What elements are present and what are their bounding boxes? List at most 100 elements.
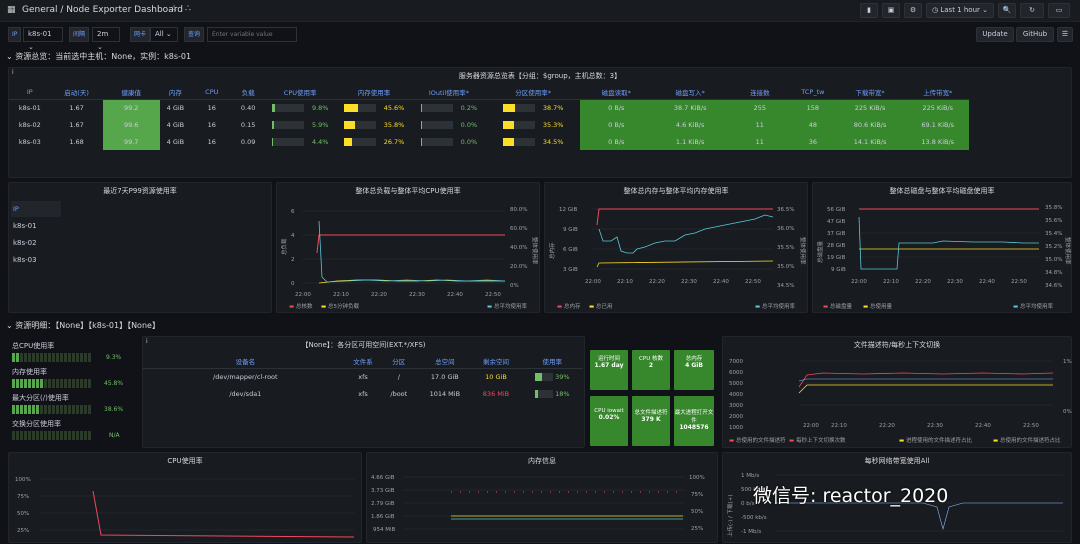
tick-label: 0%	[510, 283, 519, 289]
tick-label: -1 Mb/s	[741, 529, 761, 535]
gauge-segment	[44, 353, 47, 362]
row-overview-header[interactable]: ⌄ 资源总览：当前选中主机：None，实例：k8s-01	[6, 52, 192, 61]
column-header[interactable]: 分区	[378, 354, 420, 369]
refresh-button[interactable]: ↻	[1020, 3, 1044, 18]
row-detail-header[interactable]: ⌄ 资源明细：【None】【k8s-01】【None】	[6, 321, 160, 330]
gauge-track	[343, 120, 376, 129]
column-header[interactable]: 剩余空间	[470, 354, 522, 369]
tick-label: 100%	[689, 475, 705, 481]
column-header[interactable]: IP	[9, 85, 51, 100]
tick-label: 20.0%	[510, 264, 527, 270]
gauge-segment	[60, 405, 63, 414]
cell-ip[interactable]: k8s-01	[18, 103, 41, 112]
cell-download: 225 KiB/s	[833, 99, 907, 116]
breadcrumb[interactable]: General / Node Exporter Dashboard	[22, 5, 183, 15]
query-var-input[interactable]	[207, 27, 297, 42]
legend-item[interactable]: ▬ 总5分钟负载	[321, 304, 359, 310]
legend-item[interactable]: ▬ 总使用的文件描述符占比	[993, 438, 1061, 444]
column-header[interactable]: 上传带宽*	[906, 85, 969, 100]
legend-item[interactable]: ▬ 总内存	[557, 304, 581, 310]
disk-chart: 56 GiB 47 GiB 37 GiB 28 GiB 19 GiB 9 GiB…	[816, 205, 1072, 289]
column-header[interactable]: CPU使用率	[263, 85, 337, 100]
tick-label: 75%	[17, 494, 29, 500]
tick-label: 35.2%	[1045, 244, 1062, 250]
gauge-segment	[56, 379, 59, 388]
legend-item[interactable]: ▬ 每秒上下文切换次数	[789, 438, 846, 444]
legend-item[interactable]: ▬ 总核数	[289, 304, 313, 310]
column-header[interactable]: 使用率	[521, 354, 583, 369]
legend-item[interactable]: ▬ 总磁盘量	[823, 304, 852, 310]
ip-var-select[interactable]: k8s-01 ⌄	[23, 27, 63, 51]
tv-mode-button[interactable]: ▭	[1048, 3, 1070, 18]
column-header[interactable]: 磁盘读取*	[579, 85, 653, 100]
gauge-cell: 35.3%	[486, 116, 580, 133]
grid	[302, 210, 505, 284]
grid	[591, 208, 773, 270]
save-dashboard-button[interactable]: ▣	[882, 3, 900, 18]
settings-button[interactable]: ⚙	[904, 3, 922, 18]
legend-item[interactable]: ▬ 总使用量	[863, 304, 892, 310]
column-header[interactable]: CPU	[190, 85, 233, 100]
add-panel-button[interactable]: ▮	[860, 3, 878, 18]
legend-item[interactable]: ▬ 总平均使用率	[487, 304, 527, 310]
p99-header[interactable]: IP	[11, 201, 61, 217]
column-header[interactable]: 下载带宽*	[833, 85, 907, 100]
zoom-out-button[interactable]: 🔍	[998, 3, 1016, 18]
column-header[interactable]: 磁盘写入*	[652, 85, 728, 100]
info-icon[interactable]: i	[146, 338, 148, 345]
column-header[interactable]: 内存使用率	[336, 85, 412, 100]
cell-ip[interactable]: k8s-02	[18, 120, 41, 129]
column-header[interactable]: 启动(天)	[50, 85, 103, 100]
disk-chart-panel: 整体总磁盘与整体平均磁盘使用率 56 GiB 47 GiB 37 GiB 28 …	[812, 182, 1072, 313]
column-header[interactable]: 内存	[159, 85, 191, 100]
gauge-segment	[64, 431, 67, 440]
cell-ip[interactable]: k8s-03	[18, 137, 41, 146]
legend-item[interactable]: ▬ 总已用	[589, 304, 613, 310]
column-header[interactable]: 文件系	[347, 354, 379, 369]
gauge-track	[535, 372, 554, 381]
tick-label: 50%	[691, 509, 703, 515]
table-row: k8s-03 1.68 99.7 4 GiB 16 0.09 4.4% 26.7% 0.0…	[9, 133, 969, 150]
cell-disk-write: 38.7 KiB/s	[652, 99, 728, 116]
tick-label: 36.5%	[777, 207, 794, 213]
tick-label: 22:30	[947, 279, 963, 285]
legend-item[interactable]: ▬ 总平均使用率	[1013, 304, 1053, 310]
tick-label: 22:20	[649, 279, 665, 285]
interval-var-label: 间隔	[69, 27, 90, 42]
info-icon[interactable]: i	[12, 69, 14, 76]
update-button[interactable]: Update	[976, 27, 1014, 42]
legend-item[interactable]: ▬ 总平均使用率	[755, 304, 795, 310]
column-header[interactable]: IOutil使用率*	[411, 85, 487, 100]
interval-var-select[interactable]: 2m ⌄	[92, 27, 120, 51]
gauge-segment	[40, 379, 43, 388]
cell-conn: 11	[727, 116, 793, 133]
column-header[interactable]: 总空间	[419, 354, 471, 369]
column-header[interactable]: 分区使用率*	[486, 85, 580, 100]
column-header[interactable]: 连接数	[727, 85, 793, 100]
column-header[interactable]: TCP_tw	[792, 85, 834, 100]
apps-icon[interactable]: ▦	[7, 5, 16, 15]
column-header[interactable]: 健康值	[102, 85, 160, 100]
tick-label: 22:20	[371, 292, 387, 298]
tick-label: 35.5%	[777, 245, 794, 251]
legend-item[interactable]: ▬ 总使用的文件描述符	[729, 438, 786, 444]
column-header[interactable]: 负载	[232, 85, 264, 100]
nic-var-select[interactable]: All ⌄	[150, 27, 178, 42]
tick-label: 7000	[729, 359, 743, 365]
gauge-segment	[80, 379, 83, 388]
cell-disk-read: 0 B/s	[579, 99, 653, 116]
legend-item[interactable]: ▬ 进程使用的文件描述符占比	[899, 438, 972, 444]
cell-uptime: 1.68	[69, 137, 84, 146]
menu-button[interactable]: ☰	[1057, 27, 1073, 42]
time-picker[interactable]: ◷ Last 1 hour ⌄	[926, 3, 994, 18]
share-icon[interactable]: ∴	[185, 4, 191, 14]
tick-label: 500 kb/s	[741, 487, 765, 493]
github-button[interactable]: GitHub	[1016, 27, 1054, 42]
star-icon[interactable]: ☆	[170, 4, 179, 14]
gauge-fill	[502, 120, 515, 129]
cell-fs: xfs	[358, 389, 368, 398]
series-used-mem	[596, 260, 774, 268]
column-header[interactable]: 设备名	[143, 354, 348, 369]
gauge-segment	[32, 405, 35, 414]
cell-usage: 39%	[522, 368, 583, 385]
